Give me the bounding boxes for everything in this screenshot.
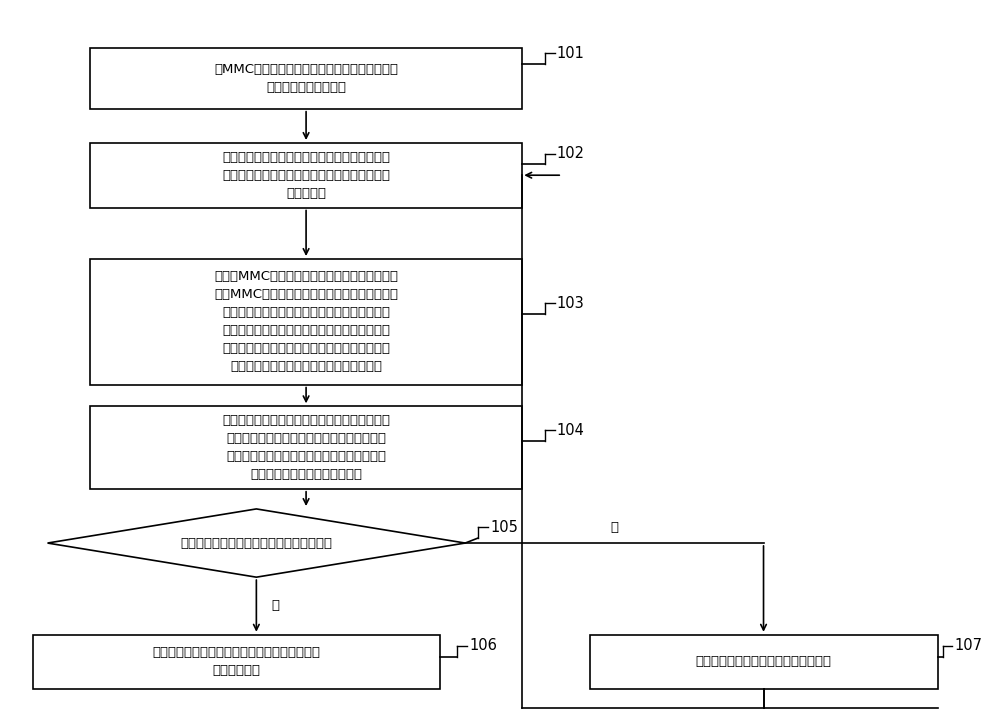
Text: 107: 107 <box>954 639 982 653</box>
Text: 根据目标子集合中各个子模块的开路故障标识确
定故障子模块: 根据目标子集合中各个子模块的开路故障标识确 定故障子模块 <box>152 646 320 677</box>
Bar <box>90 406 522 489</box>
Text: 根据目标子集合更新待检测子模块集合: 根据目标子集合更新待检测子模块集合 <box>696 655 832 668</box>
Text: 104: 104 <box>557 423 585 438</box>
Text: 106: 106 <box>469 639 497 653</box>
Bar <box>90 259 522 384</box>
Text: 101: 101 <box>557 46 585 61</box>
Text: 是: 是 <box>271 599 279 613</box>
Text: 根据开路故障判断结果，确定目标子集合和非目
标子集合，并将非目标集合转移至正常子模块
集合，其中目标集合为第一子集合或第二子集
合中，存在故障子模块的子集合: 根据开路故障判断结果，确定目标子集合和非目 标子集合，并将非目标集合转移至正常子… <box>222 414 390 481</box>
Text: 否: 否 <box>610 521 618 534</box>
Text: 对各个子模块的开路故障标识进行故障标识初始
化，并将待检测子模块集合划分为第一子集合与
第二子集合: 对各个子模块的开路故障标识进行故障标识初始 化，并将待检测子模块集合划分为第一子… <box>222 151 390 200</box>
Bar <box>90 48 522 109</box>
Text: 判断目标子集合包含的子模块数量是否等于: 判断目标子集合包含的子模块数量是否等于 <box>180 536 332 550</box>
Text: 将MMC换流器中各个子模块划分到待检测子模块
集合和正常子模块集合: 将MMC换流器中各个子模块划分到待检测子模块 集合和正常子模块集合 <box>214 63 398 93</box>
Bar <box>90 143 522 208</box>
Text: 102: 102 <box>557 146 585 161</box>
Polygon shape <box>48 509 465 577</box>
Bar <box>33 635 440 689</box>
Text: 103: 103 <box>557 295 584 311</box>
Text: 通过对MMC换流器进行子模块周期性投切测试，
根据MMC换流器在子模块投切测试中的桥臂电流
状态，根据开路故障判断结果与桥臂电流状态的
对应关系，更新开路故障标: 通过对MMC换流器进行子模块周期性投切测试， 根据MMC换流器在子模块投切测试中… <box>214 270 398 374</box>
Text: 105: 105 <box>490 520 518 535</box>
Bar <box>590 635 938 689</box>
